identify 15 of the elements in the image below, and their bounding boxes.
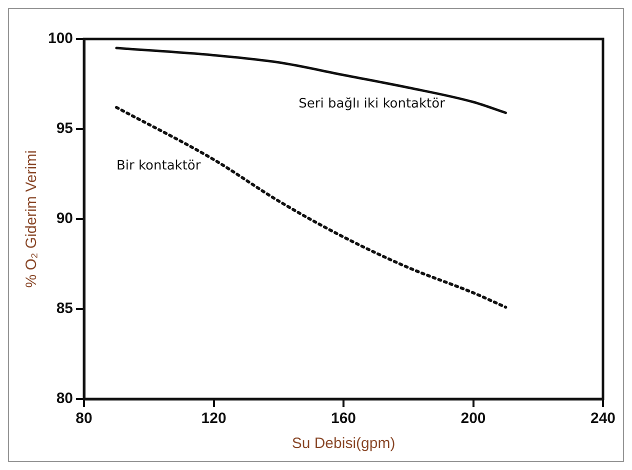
y-tick-label: 90 — [56, 210, 74, 228]
x-tick-label: 200 — [460, 410, 486, 428]
x-tick-label: 80 — [76, 410, 92, 428]
y-axis-title: % O₂ Giderim Verimi — [23, 150, 40, 288]
x-tick-label: 160 — [331, 410, 356, 428]
line-series — [115, 46, 507, 114]
x-axis-title: Su Debisi(gpm) — [292, 435, 396, 452]
y-tick-label: 85 — [56, 300, 74, 318]
x-tick-label: 240 — [590, 410, 616, 428]
series-label: Bir kontaktör — [116, 158, 202, 174]
y-tick-label: 95 — [56, 120, 74, 138]
series-label: Seri bağlı iki kontaktör — [298, 96, 446, 112]
y-tick-label: 100 — [48, 30, 74, 48]
y-tick-label: 80 — [56, 390, 74, 408]
x-tick-label: 120 — [201, 410, 226, 428]
